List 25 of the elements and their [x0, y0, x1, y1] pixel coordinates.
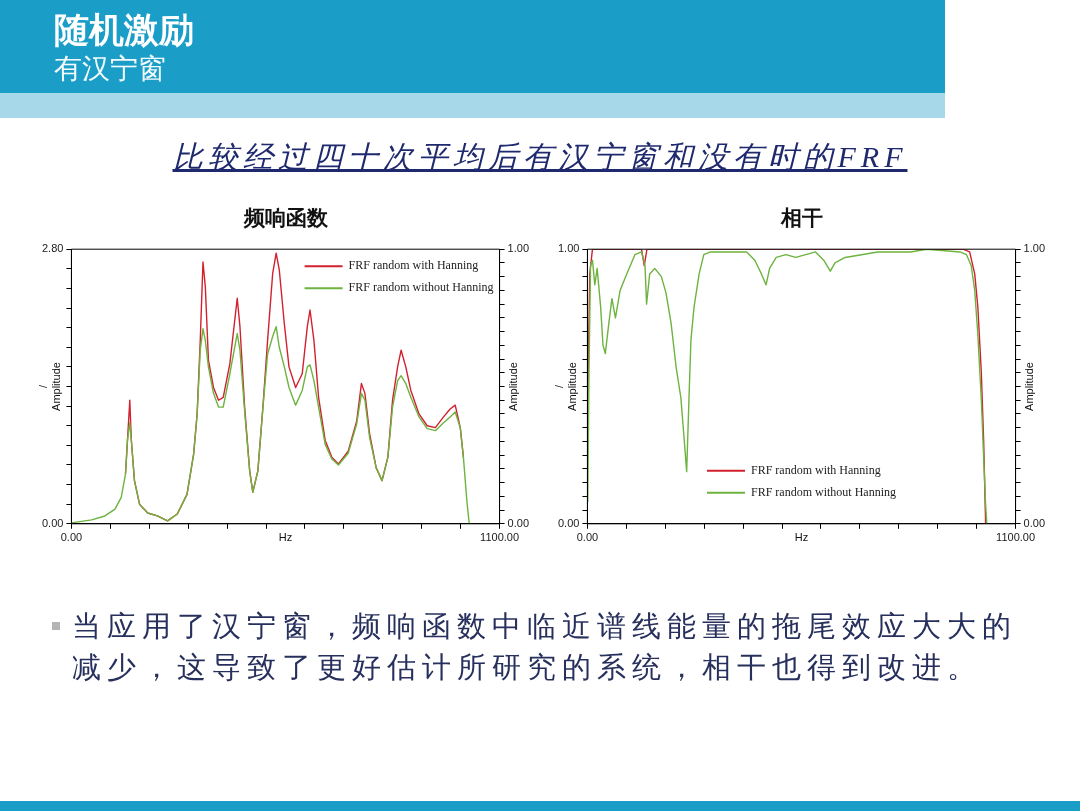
legend-label: FRF random without Hanning	[348, 280, 494, 295]
text: 随机激励	[54, 9, 194, 51]
y2-tick-label: 1.00	[507, 242, 530, 255]
y-axis-title: / Amplitude	[553, 362, 579, 411]
y2-axis-title: Amplitude	[506, 362, 519, 411]
y2-tick-label: 0.00	[507, 516, 530, 529]
x-tick-label: 0.00	[576, 531, 599, 544]
y2-axis-title: Amplitude	[1022, 362, 1035, 411]
text: 当应用了汉宁窗，频响函数中临近谱线能量的拖尾效应大大的减少，这导致了更好估计所研究的系统，相干也得到改进。	[72, 609, 1018, 685]
chart-title: 相干	[779, 206, 823, 231]
legend-label: FRF random without Hanning	[751, 484, 897, 499]
x-tick-label: 1100.00	[480, 531, 520, 544]
legend-label: FRF random with Hanning	[348, 258, 479, 273]
chart-title: 频响函数	[242, 206, 329, 231]
legend-label: FRF random with Hanning	[751, 462, 881, 477]
text: 有汉宁窗	[54, 52, 166, 86]
x-axis-title: Hz	[794, 530, 809, 543]
x-tick-label: 0.00	[60, 531, 83, 544]
x-axis-title: Hz	[278, 530, 293, 543]
y2-tick-label: 0.00	[1023, 516, 1046, 529]
text: 比较经过四十次平均后有汉宁窗和没有时的FRF	[172, 140, 908, 173]
y-axis-title: / Amplitude	[37, 362, 63, 411]
x-tick-label: 1100.00	[996, 531, 1036, 544]
y2-tick-label: 1.00	[1023, 242, 1046, 255]
y-tick-label: 2.80	[41, 242, 64, 255]
